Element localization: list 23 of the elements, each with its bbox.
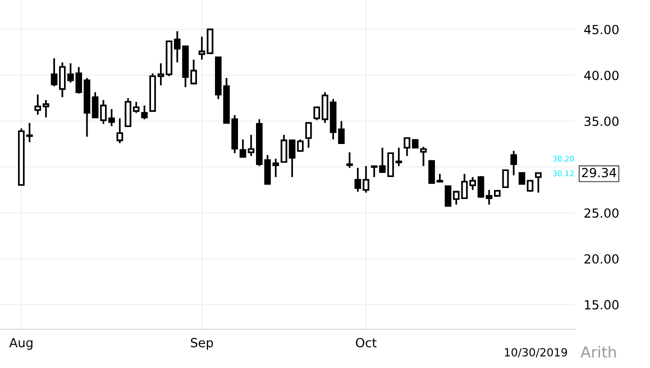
y-tick-label: 35.00 (584, 116, 619, 126)
text: 10/30/2019 (504, 348, 568, 358)
candlestick (510, 150, 517, 176)
candlestick (198, 36, 206, 60)
y-tick-label: 25.00 (584, 208, 619, 218)
text: 29.34 (582, 168, 616, 178)
candlestick (420, 146, 427, 167)
candlestick (518, 172, 526, 185)
candlestick (141, 104, 148, 120)
y-tick-label: 15.00 (584, 300, 619, 310)
y-tick-label: 45.00 (584, 24, 619, 34)
y-tick-label: 40.00 (584, 70, 619, 80)
text: Arith (580, 346, 616, 358)
candlestick (305, 122, 312, 149)
candlestick (535, 172, 542, 194)
candlestick (502, 169, 509, 188)
candlestick (346, 151, 353, 169)
x-tick-label: Oct (356, 338, 376, 348)
x-tick-label: Sep (190, 338, 213, 350)
y-tick-label: 20.00 (584, 254, 619, 264)
x-tick-label: Aug (9, 338, 32, 350)
candlestick (116, 118, 124, 144)
candlestick (108, 108, 115, 127)
